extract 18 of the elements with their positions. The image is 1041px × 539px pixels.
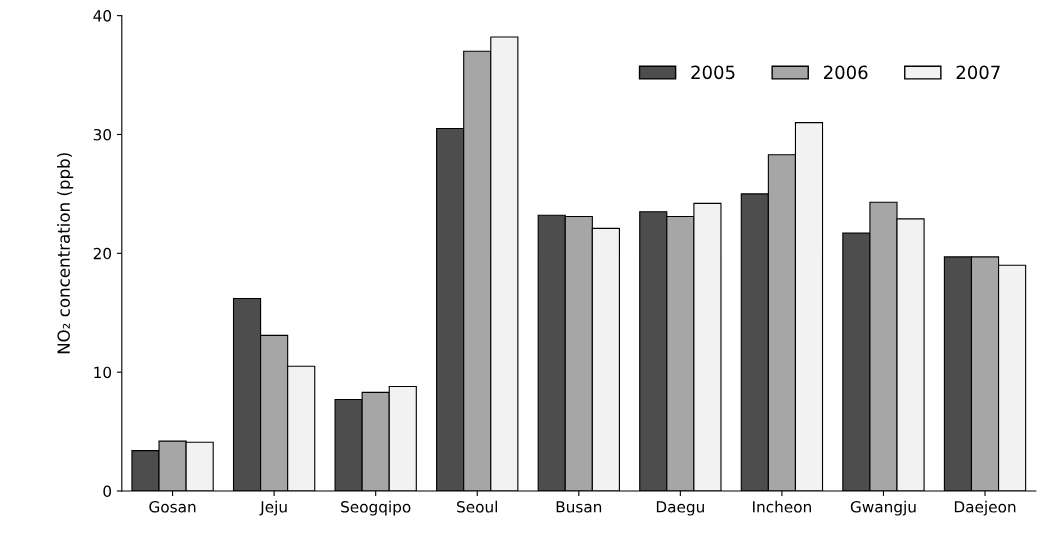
x-tick-label: Daejeon (954, 500, 1016, 516)
y-tick-label: 40 (93, 10, 112, 22)
y-axis-title: NO₂ concentration (ppb) (57, 153, 74, 354)
y-tick-label: 10 (94, 366, 112, 379)
x-tick-label: Seoul (457, 500, 497, 513)
x-tick-label: Gosan (149, 501, 196, 513)
legend-label: 2006 (824, 65, 868, 80)
y-tick-label: 0 (103, 485, 112, 498)
legend-label: 2005 (691, 65, 735, 80)
x-tick-label: Incheon (753, 500, 811, 513)
legend-label: 2007 (956, 65, 1000, 80)
x-tick-label: Seogqipo (341, 500, 411, 516)
x-tick-label: Busan (556, 501, 602, 513)
x-tick-label: Jeju (259, 500, 287, 516)
x-tick-label: Gwangju (850, 500, 916, 516)
y-tick-label: 30 (93, 128, 112, 141)
x-tick-label: Daegu (656, 501, 704, 516)
y-tick-label: 20 (93, 247, 112, 260)
